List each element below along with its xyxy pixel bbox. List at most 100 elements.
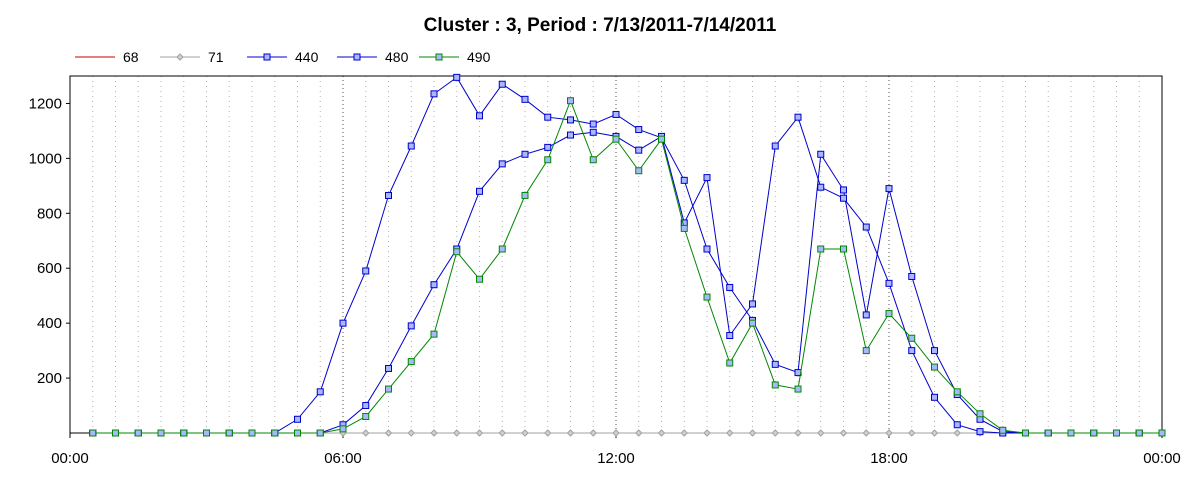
data-point xyxy=(817,245,825,253)
data-point xyxy=(726,283,734,291)
data-point xyxy=(908,272,916,280)
data-point xyxy=(589,429,597,437)
legend-item-480: 480 xyxy=(337,49,409,65)
data-point xyxy=(862,347,870,355)
data-point xyxy=(749,319,756,327)
data-point xyxy=(635,126,643,134)
axes xyxy=(66,75,1163,438)
series-480 xyxy=(89,113,1166,437)
data-point xyxy=(180,429,188,437)
data-point xyxy=(407,322,415,330)
data-point xyxy=(316,388,324,396)
series-440 xyxy=(89,73,1166,437)
data-point xyxy=(248,429,256,437)
data-point xyxy=(544,429,552,437)
tick-labels: 200 400 600 800 1000 1200 00:00 06:00 12:00 18:00… xyxy=(29,95,1181,467)
data-point xyxy=(385,364,392,372)
data-point xyxy=(953,429,961,437)
data-point xyxy=(703,429,711,437)
data-point xyxy=(908,429,916,437)
data-point xyxy=(476,112,483,120)
data-point xyxy=(953,388,961,396)
y-tick-label: 800 xyxy=(37,205,62,222)
data-point xyxy=(521,191,529,199)
data-point xyxy=(1158,429,1166,437)
data-point xyxy=(885,429,893,437)
data-point xyxy=(658,135,665,143)
data-point xyxy=(339,319,347,327)
legend-label: 490 xyxy=(467,49,491,65)
data-point xyxy=(635,167,643,175)
data-point xyxy=(112,429,119,437)
data-point xyxy=(817,429,825,437)
data-point xyxy=(703,174,711,182)
data-point xyxy=(430,330,438,338)
data-point xyxy=(1067,429,1075,437)
data-point xyxy=(748,429,757,437)
data-point xyxy=(794,429,802,437)
data-point xyxy=(498,429,506,437)
data-point xyxy=(498,160,506,168)
data-point xyxy=(430,429,438,437)
plot-frame xyxy=(69,75,1163,434)
data-point xyxy=(840,245,847,253)
data-point xyxy=(612,429,620,437)
data-point xyxy=(385,191,392,199)
x-tick-label: 12:00 xyxy=(597,450,635,467)
data-point xyxy=(407,142,415,150)
data-point xyxy=(862,223,870,231)
data-point xyxy=(498,245,506,253)
data-point xyxy=(362,402,370,410)
y-tick-label: 400 xyxy=(37,315,62,332)
data-point xyxy=(544,156,552,164)
data-point xyxy=(817,150,825,158)
data-point xyxy=(771,429,779,437)
data-point xyxy=(476,187,483,195)
legend-item-490: 490 xyxy=(419,49,491,65)
data-point xyxy=(931,347,938,355)
y-tick-label: 1200 xyxy=(29,95,62,112)
legend-item-68: 68 xyxy=(75,49,139,65)
data-point xyxy=(771,142,779,150)
data-point xyxy=(840,194,847,202)
data-point xyxy=(271,429,279,437)
data-point xyxy=(612,110,620,118)
data-point xyxy=(908,347,916,355)
data-point xyxy=(953,421,961,429)
y-tick-label: 1000 xyxy=(29,150,62,167)
data-point xyxy=(362,429,370,437)
x-tick-label: 00:00 xyxy=(1143,450,1181,467)
data-point xyxy=(339,425,347,433)
grid xyxy=(92,76,1140,433)
data-point xyxy=(430,90,438,98)
data-point xyxy=(931,363,938,371)
data-point xyxy=(566,429,575,437)
legend-label: 480 xyxy=(385,49,409,65)
series-line xyxy=(92,76,1162,434)
data-point xyxy=(521,95,529,103)
data-point xyxy=(385,385,392,393)
legend-item-440: 440 xyxy=(247,49,319,65)
legend-label: 440 xyxy=(295,49,319,65)
data-point xyxy=(703,293,711,301)
data-point xyxy=(157,429,165,437)
data-point xyxy=(635,146,643,154)
data-point xyxy=(453,73,461,81)
legend-swatch-marker xyxy=(176,53,184,61)
data-point xyxy=(476,275,483,283)
data-point xyxy=(635,429,643,437)
data-point xyxy=(589,156,597,164)
data-point xyxy=(657,429,666,437)
data-point xyxy=(453,429,461,437)
data-point xyxy=(703,245,711,253)
data-point xyxy=(930,429,939,437)
data-point xyxy=(726,359,734,367)
data-point xyxy=(567,131,574,139)
series-line xyxy=(92,116,1162,434)
data-point xyxy=(771,381,779,389)
series-490 xyxy=(89,97,1166,437)
data-point xyxy=(453,248,461,256)
data-point xyxy=(908,334,916,342)
data-point xyxy=(840,186,847,194)
data-point xyxy=(1090,429,1098,437)
